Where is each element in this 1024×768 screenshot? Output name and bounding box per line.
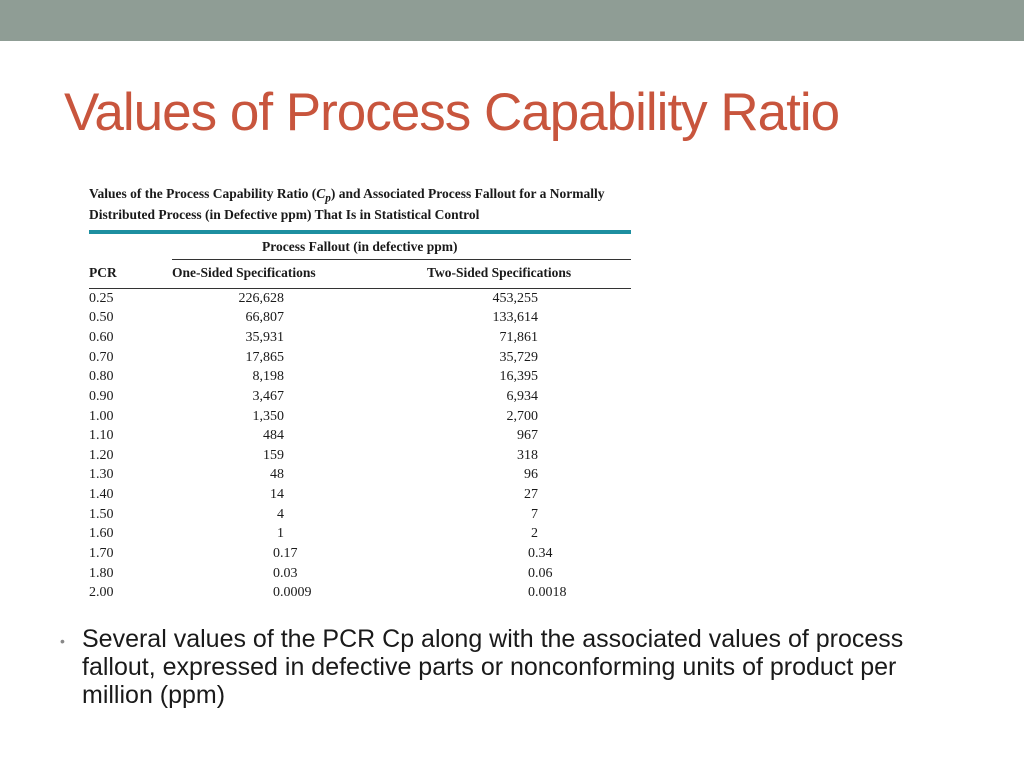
table-row: 1.80 0.03 0.06: [89, 566, 631, 586]
table-row: 1.10 484 967: [89, 428, 631, 448]
pcr-cell: 2.00: [89, 585, 114, 601]
table-row: 0.80 8,198 16,395: [89, 369, 631, 389]
pcr-cell: 0.60: [89, 329, 114, 345]
group-header: Process Fallout (in defective ppm): [89, 234, 631, 262]
caption-subscript: p: [325, 192, 331, 205]
two-sided-cell: 318: [517, 447, 538, 463]
bullet-dot-icon: •: [60, 633, 65, 649]
one-sided-cell: 159: [263, 447, 284, 463]
column-headers: PCR One-Sided Specifications Two-Sided S…: [89, 262, 631, 288]
two-sided-cell: 0.0018: [528, 585, 567, 601]
one-sided-cell: 4: [277, 506, 284, 522]
one-sided-cell: 14: [270, 487, 284, 503]
one-sided-cell: 35,931: [245, 329, 285, 345]
pcr-cell: 1.40: [89, 487, 114, 503]
table-row: 1.50 4 7: [89, 507, 631, 527]
capability-table-figure: Values of the Process Capability Ratio (…: [89, 186, 631, 605]
table-row: 0.70 17,865 35,729: [89, 350, 631, 370]
pcr-cell: 0.70: [89, 349, 114, 365]
pcr-cell: 1.50: [89, 506, 114, 522]
one-sided-cell: 8,198: [252, 369, 285, 385]
two-sided-cell: 35,729: [499, 349, 539, 365]
caption-text-after: ) and Associated Process Fallout for a N…: [89, 186, 605, 222]
pcr-cell: 0.25: [89, 290, 114, 306]
table-row: 1.60 1 2: [89, 526, 631, 546]
group-header-label: Process Fallout (in defective ppm): [262, 238, 458, 254]
header-rule: [89, 287, 631, 289]
column-header-two-sided: Two-Sided Specifications: [427, 264, 572, 280]
table-row: 0.90 3,467 6,934: [89, 389, 631, 409]
two-sided-cell: 0.34: [528, 546, 553, 562]
table-row: 1.20 159 318: [89, 448, 631, 468]
bullet-item: • Several values of the PCR Cp along wit…: [60, 625, 960, 709]
caption-text-before: Values of the Process Capability Ratio (: [89, 186, 317, 201]
two-sided-cell: 6,934: [506, 388, 539, 404]
pcr-cell: 1.00: [89, 408, 114, 424]
pcr-cell: 0.90: [89, 388, 114, 404]
table-row: 0.50 66,807 133,614: [89, 310, 631, 330]
column-header-pcr: PCR: [89, 264, 117, 280]
caption-symbol: C: [316, 186, 326, 201]
pcr-cell: 1.10: [89, 428, 114, 444]
two-sided-cell: 453,255: [492, 290, 539, 306]
table-row: 1.40 14 27: [89, 487, 631, 507]
slide-title: Values of Process Capability Ratio: [64, 83, 840, 142]
one-sided-cell: 0.17: [273, 546, 298, 562]
pcr-cell: 1.20: [89, 447, 114, 463]
two-sided-cell: 967: [517, 428, 538, 444]
one-sided-cell: 0.03: [273, 565, 298, 581]
bullet-text: Several values of the PCR Cp along with …: [82, 625, 904, 709]
top-accent-bar: [0, 0, 1024, 41]
two-sided-cell: 133,614: [492, 310, 539, 326]
pcr-cell: 0.50: [89, 310, 114, 326]
two-sided-cell: 16,395: [499, 369, 539, 385]
table-row: 1.30 48 96: [89, 467, 631, 487]
two-sided-cell: 27: [524, 487, 538, 503]
table-caption: Values of the Process Capability Ratio (…: [89, 186, 634, 223]
pcr-cell: 0.80: [89, 369, 114, 385]
table-row: 1.70 0.17 0.34: [89, 546, 631, 566]
two-sided-cell: 0.06: [528, 565, 553, 581]
pcr-cell: 1.70: [89, 546, 114, 562]
two-sided-cell: 2,700: [506, 408, 539, 424]
table-top-rule: [89, 229, 631, 234]
one-sided-cell: 1,350: [252, 408, 285, 424]
one-sided-cell: 1: [277, 526, 284, 542]
pcr-cell: 1.80: [89, 565, 114, 581]
one-sided-cell: 0.0009: [273, 585, 312, 601]
two-sided-cell: 71,861: [499, 329, 539, 345]
two-sided-cell: 7: [531, 506, 538, 522]
one-sided-cell: 66,807: [245, 310, 285, 326]
two-sided-cell: 96: [524, 467, 538, 483]
one-sided-cell: 17,865: [245, 349, 285, 365]
pcr-cell: 1.30: [89, 467, 114, 483]
one-sided-cell: 3,467: [252, 388, 285, 404]
group-header-rule: [172, 258, 631, 260]
one-sided-cell: 484: [263, 428, 284, 444]
one-sided-cell: 226,628: [238, 290, 285, 306]
column-header-one-sided: One-Sided Specifications: [172, 264, 316, 280]
table-row: 1.00 1,350 2,700: [89, 409, 631, 429]
two-sided-cell: 2: [531, 526, 538, 542]
table-row: 2.00 0.0009 0.0018: [89, 585, 631, 605]
table-body: 0.25 226,628 453,255 0.50 66,807 133,614 0.60 3…: [89, 291, 631, 605]
table-row: 0.25 226,628 453,255: [89, 291, 631, 311]
table-row: 0.60 35,931 71,861: [89, 330, 631, 350]
pcr-cell: 1.60: [89, 526, 114, 542]
one-sided-cell: 48: [270, 467, 284, 483]
